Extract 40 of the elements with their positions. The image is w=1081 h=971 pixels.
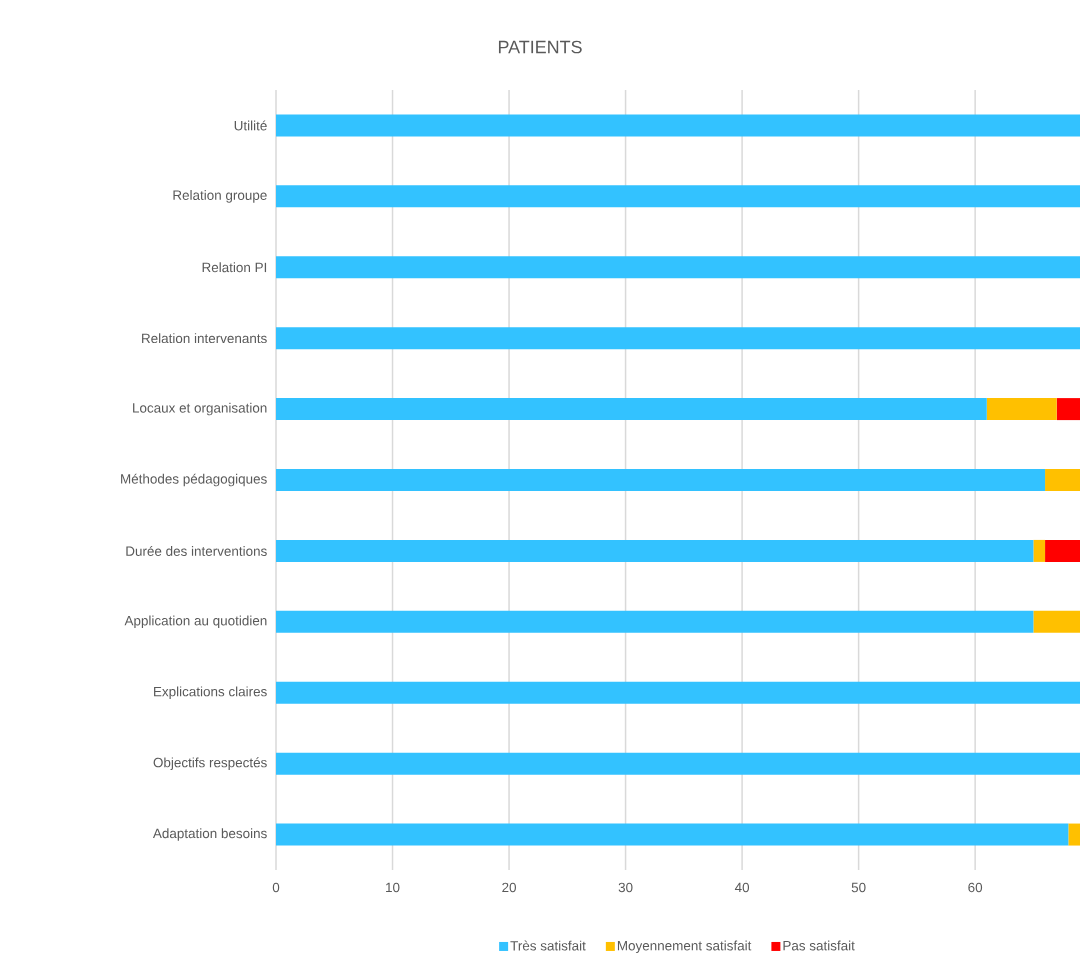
- y-tick-label: Locaux et organisation: [133, 402, 267, 416]
- y-tick-label: Méthodes pédagogiques: [121, 473, 267, 487]
- y-tick-label: Application au quotidien: [124, 615, 267, 629]
- y-tick-label: Adaptation besoins: [152, 828, 267, 841]
- y-tick-label: Objectifs respectés: [153, 757, 267, 770]
- bar: [276, 752, 1081, 775]
- y-tick-label: Relation PI: [202, 262, 267, 273]
- bar: [986, 398, 1057, 421]
- bar: [1068, 823, 1081, 846]
- chart-title: PATIENTS: [498, 40, 582, 54]
- bar: [1033, 539, 1046, 562]
- bar: [1056, 398, 1081, 421]
- legend-label: Moyennement satisfait: [617, 940, 752, 954]
- bar: [1045, 469, 1081, 491]
- bar: [276, 185, 1081, 208]
- y-tick-label: Durée des interventions: [126, 545, 267, 556]
- bar: [276, 539, 1034, 562]
- bar: [1045, 539, 1081, 562]
- x-tick-label: 10: [386, 882, 400, 893]
- x-tick-label: 20: [502, 882, 516, 893]
- x-tick-label: 50: [851, 882, 866, 893]
- bar: [276, 610, 1034, 633]
- bar: [276, 114, 1081, 137]
- y-tick-label: Utilité: [234, 120, 267, 131]
- x-tick-label: 0: [272, 882, 280, 893]
- y-tick-label: Explications claires: [154, 686, 267, 700]
- bar: [276, 823, 1069, 846]
- bar: [276, 327, 1081, 350]
- bar: [276, 398, 987, 421]
- bar: [1033, 610, 1081, 633]
- y-tick-label: Relation groupe: [173, 190, 267, 203]
- bar: [276, 469, 1046, 491]
- x-tick-label: 30: [618, 882, 633, 893]
- x-tick-label: 60: [968, 882, 983, 893]
- legend-label: Très satisfait: [510, 940, 586, 951]
- y-tick-label: Relation intervenants: [142, 333, 267, 344]
- x-tick-label: 40: [734, 882, 750, 893]
- legend-label: Pas satisfait: [783, 940, 855, 951]
- bar: [276, 681, 1081, 704]
- bar: [276, 256, 1081, 279]
